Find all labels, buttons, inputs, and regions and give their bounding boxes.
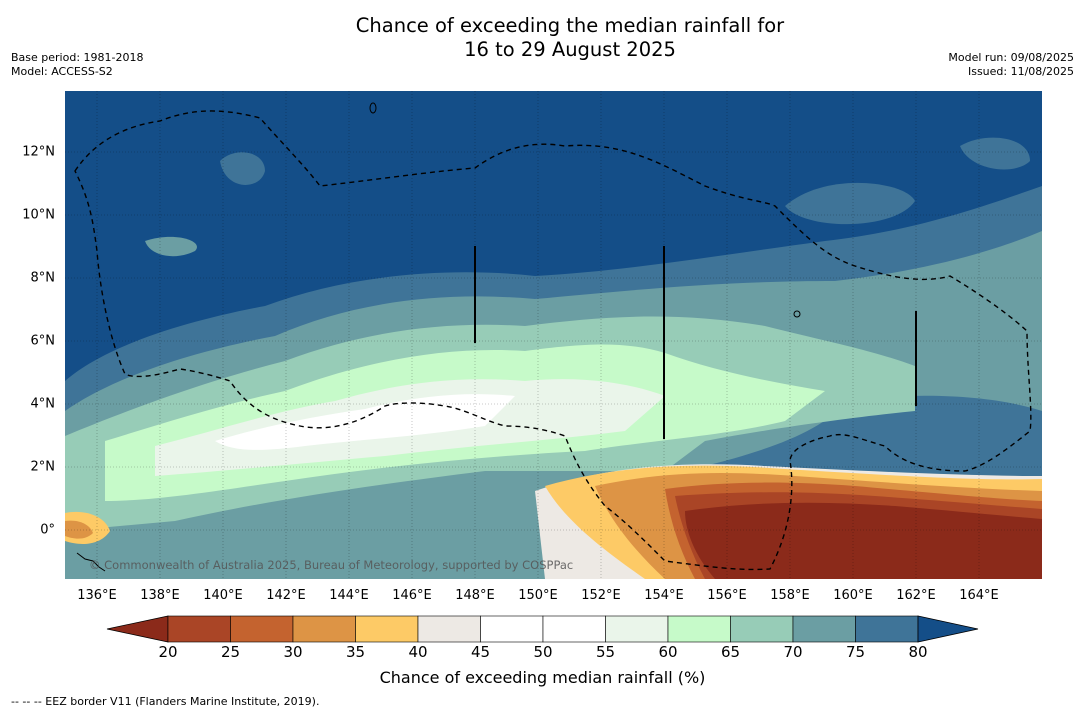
base-period-text: Base period: 1981-2018 <box>11 51 144 64</box>
colorbar-arrow-above-80 <box>917 615 979 643</box>
colorbar-title: Chance of exceeding median rainfall (%) <box>379 668 706 687</box>
x-tick-138e: 138°E <box>140 588 180 603</box>
colorbar-arrow-below-20 <box>106 615 169 643</box>
x-tick-150e: 150°E <box>518 588 558 603</box>
y-tick-10n: 10°N <box>22 207 55 223</box>
x-tick-140e: 140°E <box>203 588 243 603</box>
colorbar-swatch-50-55 <box>542 615 606 643</box>
islands <box>76 102 801 572</box>
colorbar-swatch-45-50 <box>480 615 544 643</box>
meta-right: Model run: 09/08/2025 Issued: 11/08/2025 <box>948 51 1074 79</box>
issued-text: Issued: 11/08/2025 <box>967 65 1074 78</box>
eez-border <box>74 110 1032 571</box>
y-tick-6n: 6°N <box>30 333 56 349</box>
eez-legend-note: -- -- -- EEZ border V11 (Flanders Marine… <box>11 695 320 708</box>
colorbar-swatch-25-30 <box>230 615 294 643</box>
meta-left: Base period: 1981-2018 Model: ACCESS-S2 <box>11 51 143 79</box>
y-tick-4n: 4°N <box>30 396 56 412</box>
map-title: Chance of exceeding the median rainfall … <box>0 14 1085 62</box>
colorbar-swatch-20-25 <box>167 615 231 643</box>
x-tick-146e: 146°E <box>392 588 432 603</box>
y-tick-12n: 12°N <box>22 144 55 160</box>
band-75-80-patch-b <box>785 182 915 225</box>
colorbar-label-70: 70 <box>783 643 803 661</box>
graticule <box>65 91 1042 579</box>
x-tick-144e: 144°E <box>329 588 369 603</box>
colorbar-label-65: 65 <box>720 643 741 661</box>
x-tick-162e: 162°E <box>896 588 936 603</box>
x-tick-142e: 142°E <box>266 588 306 603</box>
band-75-80-patch-a <box>220 152 265 185</box>
colorbar-swatch-65-70 <box>730 615 794 643</box>
colorbar <box>106 615 979 643</box>
colorbar-label-50: 50 <box>533 643 553 661</box>
colorbar-swatch-75-80 <box>855 615 919 643</box>
colorbar-label-25: 25 <box>220 643 241 661</box>
x-tick-158e: 158°E <box>770 588 810 603</box>
colorbar-label-75: 75 <box>845 643 866 661</box>
band-west-dry-core <box>65 520 93 539</box>
colorbar-swatch-70-75 <box>792 615 856 643</box>
x-tick-148e: 148°E <box>455 588 495 603</box>
colorbar-label-20: 20 <box>158 643 178 661</box>
colorbar-label-45: 45 <box>470 643 491 661</box>
rainfall-map: © Commonwealth of Australia 2025, Bureau… <box>65 91 1042 579</box>
y-tick-2n: 2°N <box>30 459 56 475</box>
colorbar-label-30: 30 <box>283 643 303 661</box>
x-tick-160e: 160°E <box>833 588 873 603</box>
band-75-80-patch-c <box>960 137 1030 170</box>
colorbar-label-80: 80 <box>908 643 928 661</box>
band-45-55 <box>215 394 515 450</box>
y-tick-0: 0° <box>40 522 55 538</box>
map-title-line1: Chance of exceeding the median rainfall … <box>355 14 785 37</box>
rainfall-map-canvas <box>65 91 1042 579</box>
model-run-text: Model run: 09/08/2025 <box>948 51 1074 64</box>
colorbar-swatch-35-40 <box>355 615 419 643</box>
x-tick-152e: 152°E <box>581 588 621 603</box>
colorbar-swatch-40-45 <box>417 615 481 643</box>
model-text: Model: ACCESS-S2 <box>11 65 113 78</box>
copyright-notice: © Commonwealth of Australia 2025, Bureau… <box>89 558 574 572</box>
band-70-75-patch <box>145 236 197 257</box>
colorbar-label-40: 40 <box>408 643 428 661</box>
y-tick-8n: 8°N <box>30 270 56 286</box>
map-title-line2: 16 to 29 August 2025 <box>464 38 676 61</box>
x-tick-156e: 156°E <box>707 588 747 603</box>
track-lines <box>474 246 917 439</box>
x-tick-136e: 136°E <box>77 588 117 603</box>
colorbar-label-60: 60 <box>658 643 678 661</box>
colorbar-label-55: 55 <box>595 643 616 661</box>
colorbar-swatch-30-35 <box>292 615 356 643</box>
colorbar-swatch-55-60 <box>605 615 669 643</box>
colorbar-swatch-60-65 <box>667 615 731 643</box>
x-tick-164e: 164°E <box>959 588 999 603</box>
x-tick-154e: 154°E <box>644 588 684 603</box>
colorbar-label-35: 35 <box>345 643 366 661</box>
